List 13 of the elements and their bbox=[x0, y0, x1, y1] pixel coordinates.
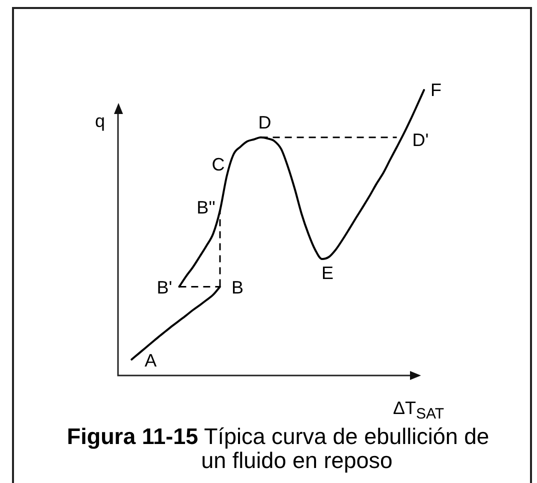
text: F bbox=[430, 80, 442, 100]
annotation: E bbox=[321, 262, 334, 283]
annotation: A bbox=[144, 350, 157, 370]
y-axis-title: q bbox=[95, 111, 106, 131]
x-axis-title: ΔT$_{SAT}$ bbox=[393, 398, 444, 424]
annotation: C bbox=[212, 154, 225, 175]
text: Típica curva de ebullición de un fluido en reposo bbox=[201, 424, 490, 473]
annotation: B bbox=[231, 277, 244, 298]
annotation: D bbox=[258, 112, 272, 133]
text: Figura 11-15 bbox=[66, 424, 198, 449]
annotation: B'' bbox=[196, 197, 216, 218]
annotation: B' bbox=[156, 277, 172, 298]
annotation: D' bbox=[412, 130, 429, 150]
